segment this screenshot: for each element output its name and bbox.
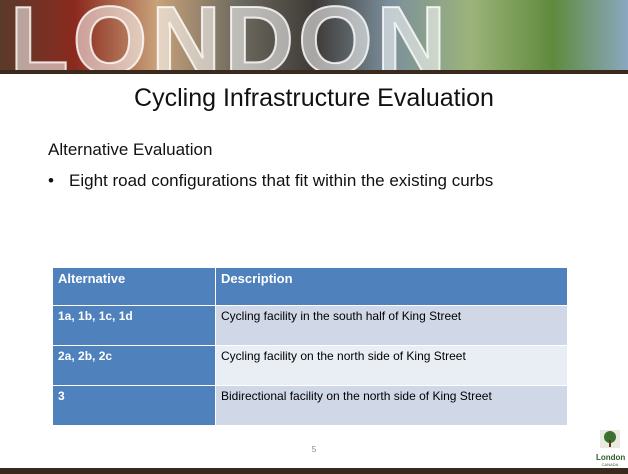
logo-subtext: CANADA bbox=[601, 462, 619, 467]
logo-icon bbox=[600, 430, 620, 448]
header-row: Alternative Description bbox=[52, 267, 568, 306]
table-cell: Bidirectional facility on the north side… bbox=[215, 385, 568, 426]
subtitle: Alternative Evaluation bbox=[48, 140, 213, 159]
banner-text: LONDON bbox=[9, 0, 450, 70]
bullet-list: Eight road configurations that fit withi… bbox=[48, 170, 568, 191]
logo: London CANADA bbox=[596, 430, 626, 467]
table-cell: 1a, 1b, 1c, 1d bbox=[52, 305, 216, 346]
table: Alternative Description 1a, 1b, 1c, 1d Cycl… bbox=[52, 267, 568, 426]
table-row: 3 Bidirectional facility on the north sid… bbox=[52, 385, 568, 426]
divider bbox=[0, 70, 628, 74]
logo-text: London bbox=[596, 453, 626, 462]
header-cell: Alternative bbox=[52, 267, 216, 306]
divider bbox=[0, 468, 628, 474]
bullet: Eight road configurations that fit withi… bbox=[48, 170, 568, 191]
table-cell: Cycling facility in the south half of Ki… bbox=[215, 305, 568, 346]
table-cell: 2a, 2b, 2c bbox=[52, 345, 216, 386]
banner: LONDON bbox=[0, 0, 628, 70]
table-row: 2a, 2b, 2c Cycling facility on the north … bbox=[52, 345, 568, 386]
table-cell: Cycling facility on the north side of Ki… bbox=[215, 345, 568, 386]
slide-title: Cycling Infrastructure Evaluation bbox=[134, 84, 494, 112]
table-cell: 3 bbox=[52, 385, 216, 426]
page-number: 5 bbox=[311, 445, 317, 454]
table-row: 1a, 1b, 1c, 1d Cycling facility in the so… bbox=[52, 305, 568, 346]
header-cell: Description bbox=[215, 267, 568, 306]
